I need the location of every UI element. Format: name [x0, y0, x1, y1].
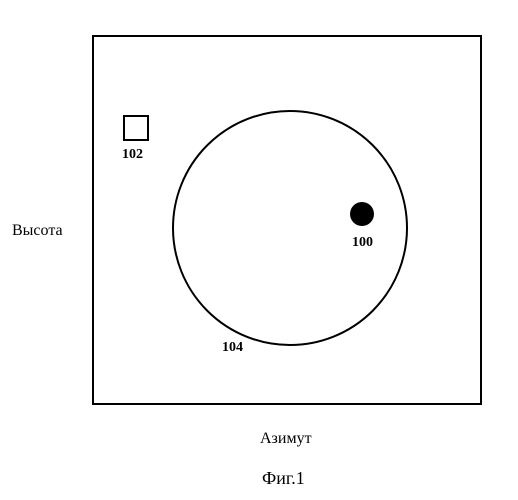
y-axis-label: Высота — [12, 222, 63, 240]
filled-dot-label: 100 — [352, 235, 373, 251]
circle-outline — [172, 110, 408, 346]
x-axis-label: Азимут — [260, 430, 312, 448]
figure-caption: Фиг.1 — [262, 468, 305, 489]
square-marker-label: 102 — [122, 147, 143, 163]
filled-dot — [350, 202, 374, 226]
circle-outline-label: 104 — [222, 340, 243, 356]
square-marker — [123, 115, 149, 141]
